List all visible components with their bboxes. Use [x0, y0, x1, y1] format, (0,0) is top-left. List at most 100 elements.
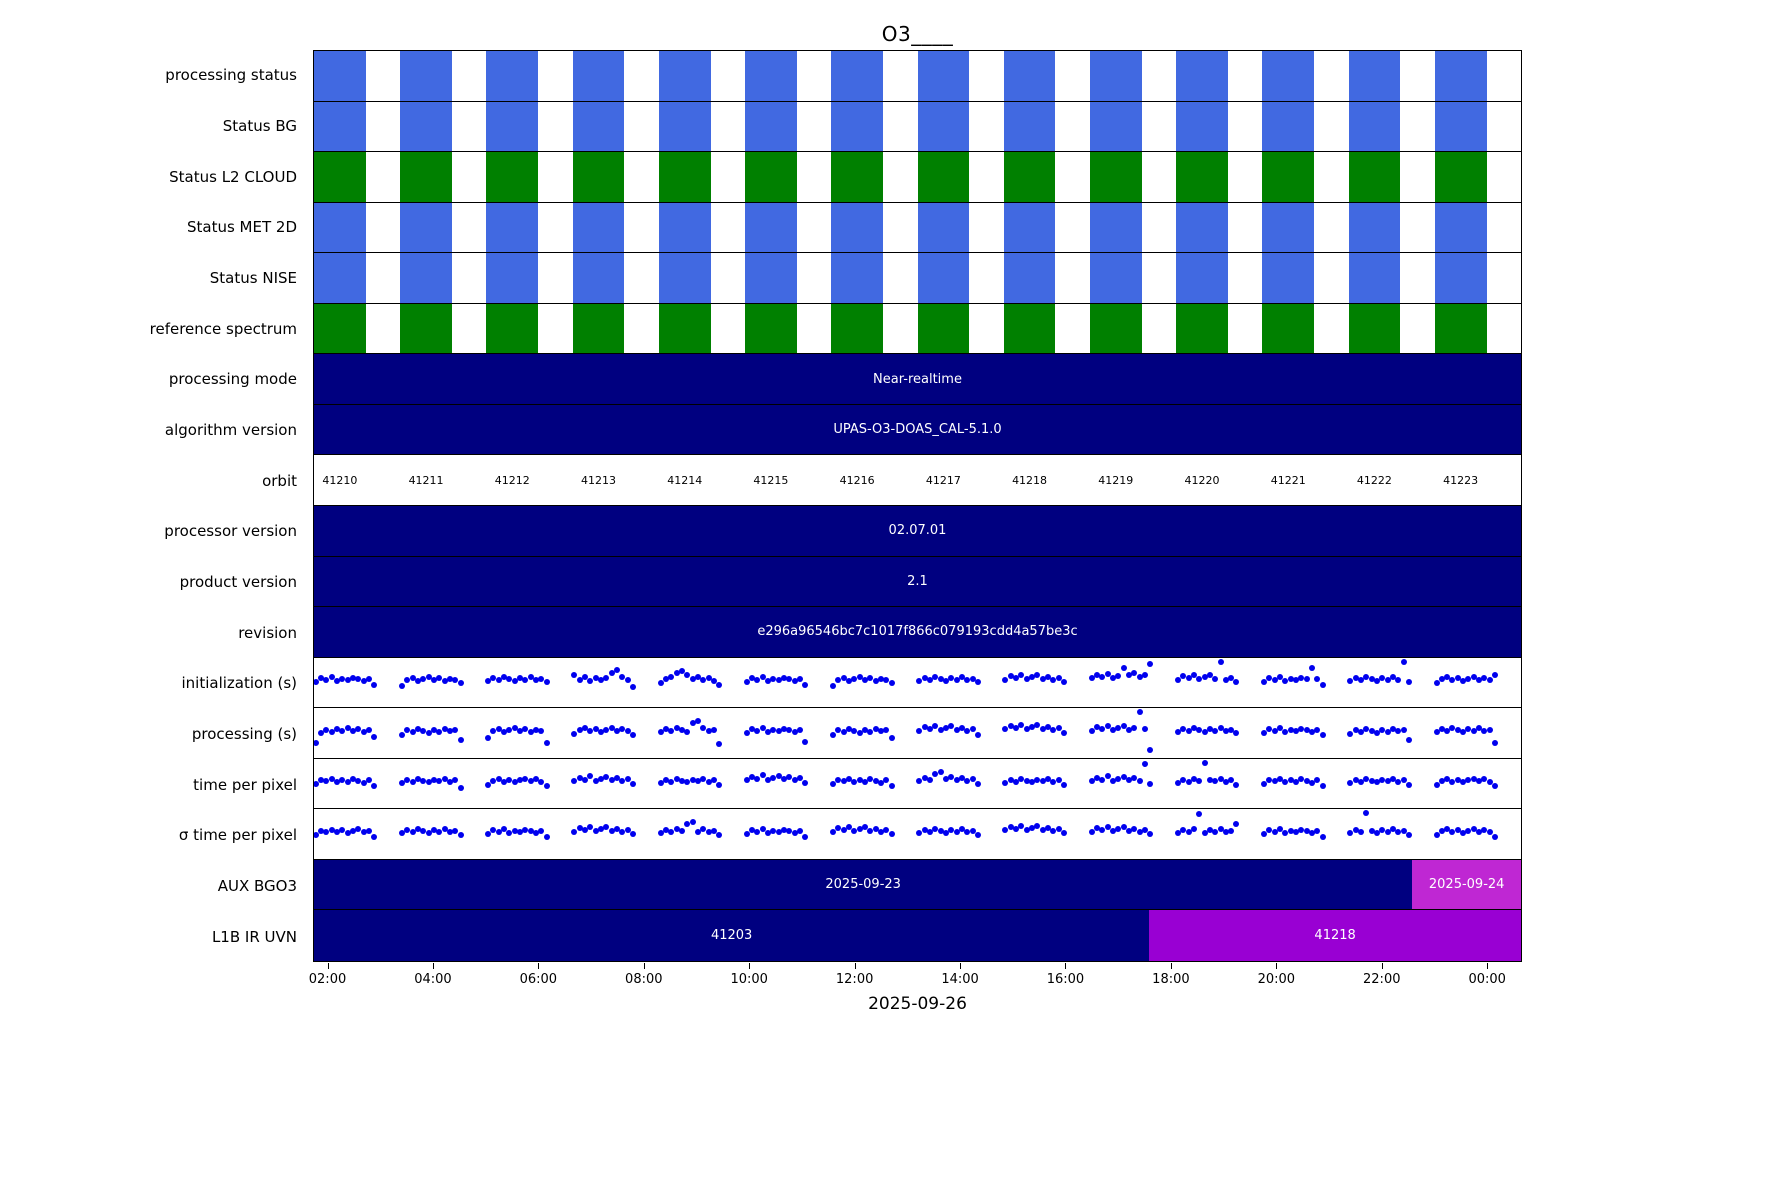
scatter-dot [592, 828, 599, 835]
scatter-dot [430, 676, 437, 683]
status-block [917, 253, 970, 303]
scatter-dot [1055, 825, 1062, 832]
scatter-dot [1034, 722, 1041, 729]
scatter-dot [694, 828, 701, 835]
scatter-dot [932, 722, 939, 729]
scatter-dot [1217, 658, 1224, 665]
scatter-dot [883, 777, 890, 784]
scatter-dot [571, 828, 578, 835]
bar-segment: 2025-09-23 [314, 859, 1413, 910]
scatter-dot [1438, 777, 1445, 784]
scatter-dot [420, 777, 427, 784]
scatter-dot [1002, 726, 1009, 733]
scatter-dot [1018, 822, 1025, 829]
scatter-dot [371, 783, 378, 790]
row-product-version: 2.1 [314, 556, 1521, 608]
scatter-dot [1309, 729, 1316, 735]
scatter-dot [1481, 674, 1488, 681]
scatter-dot [1174, 779, 1181, 786]
scatter-dot [1120, 824, 1127, 831]
status-block [1434, 101, 1487, 152]
scatter-dot [883, 726, 890, 733]
scatter-dot [1352, 827, 1359, 834]
scatter-dot [1363, 775, 1370, 782]
row-time-per-pixel [314, 809, 1521, 860]
scatter-dot [678, 667, 685, 674]
scatter-dot [1055, 777, 1062, 784]
orbit-number: 41222 [1356, 473, 1392, 487]
scatter-dot [786, 774, 793, 781]
scatter-dot [350, 827, 357, 834]
scatter-dot [350, 674, 357, 681]
scatter-dot [1050, 827, 1057, 834]
scatter-dot [1136, 674, 1143, 681]
scatter-dot [485, 734, 492, 741]
scatter-dot [1190, 671, 1197, 678]
status-block [1262, 253, 1315, 303]
scatter-dot [1093, 825, 1100, 832]
x-tick-label: 12:00 [835, 972, 874, 987]
scatter-dot [775, 772, 782, 779]
scatter-dot [1470, 674, 1477, 681]
scatter-dot [314, 679, 319, 686]
scatter-dot [958, 674, 965, 681]
scatter-dot [657, 779, 664, 786]
scatter-dot [522, 726, 529, 733]
scatter-dot [420, 828, 427, 835]
scatter-dot [877, 779, 884, 786]
bar-segment-text: UPAS-O3-DOAS_CAL-5.1.0 [833, 422, 1002, 438]
scatter-dot [571, 778, 578, 785]
status-block [1003, 303, 1056, 354]
status-block [400, 253, 452, 303]
scatter-dot [1277, 725, 1284, 732]
scatter-dot [1023, 777, 1030, 784]
scatter-dot [1120, 664, 1127, 671]
scatter-dot [668, 778, 675, 785]
scatter-dot [495, 677, 502, 684]
scatter-dot [608, 669, 615, 676]
x-axis: 02:00 04:00 06:00 08:00 10:00 12:00 14:00 16:00… [309, 963, 1522, 995]
scatter-dot [797, 775, 804, 782]
scatter-dot [398, 683, 405, 690]
status-block [658, 253, 711, 303]
scatter-dot [840, 827, 847, 834]
scatter-dot [328, 729, 335, 735]
scatter-dot [1007, 673, 1014, 680]
row-label: σ time per pixel [178, 826, 297, 845]
status-block [572, 152, 625, 202]
scatter-dot [1309, 664, 1316, 671]
x-tick [749, 963, 751, 969]
status-block [572, 51, 625, 101]
x-tick [327, 963, 329, 969]
scatter-dot [1115, 673, 1122, 680]
orbit-number: 41210 [322, 473, 358, 487]
scatter-dot [749, 675, 756, 682]
bar-segment: 2025-09-24 [1412, 859, 1521, 910]
scatter-dot [770, 827, 777, 834]
scatter-dot [786, 676, 793, 683]
row-label: algorithm version [164, 421, 297, 439]
x-tick-label: 04:00 [414, 972, 452, 987]
status-block [486, 152, 539, 202]
scatter-dot [781, 674, 788, 681]
x-tick-label: 10:00 [730, 972, 768, 987]
status-block [1176, 253, 1228, 303]
scatter-dot [1400, 658, 1407, 665]
scatter-dot [1347, 730, 1354, 737]
scatter-dot [603, 674, 610, 681]
scatter-dot [942, 829, 949, 836]
scatter-dot [1470, 727, 1477, 734]
scatter-dot [1400, 777, 1407, 784]
bar-segment-text: 2025-09-23 [825, 877, 901, 893]
scatter-dot [765, 677, 772, 684]
scatter-dot [414, 678, 421, 685]
scatter-dot [629, 684, 636, 691]
scatter-dot [1486, 778, 1493, 785]
scatter-dot [1109, 828, 1116, 835]
scatter-dot [867, 776, 874, 783]
scatter-dot [964, 677, 971, 684]
status-block [572, 202, 625, 253]
scatter-dot [835, 727, 842, 734]
row-label: processing status [165, 66, 297, 85]
scatter-dot [1201, 728, 1208, 735]
